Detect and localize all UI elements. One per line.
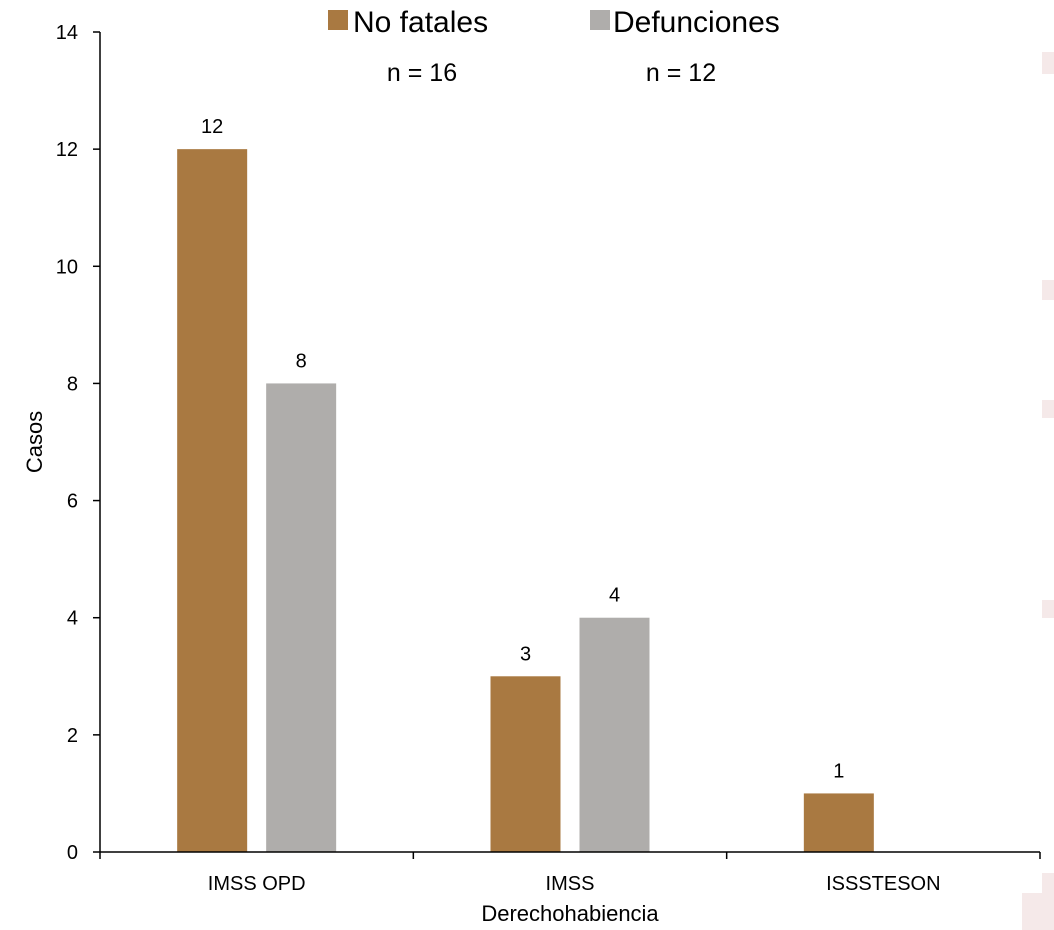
x-category-label: IMSS OPD [208,873,306,895]
y-tick-label: 4 [67,608,78,630]
background-decoration [1022,52,1054,930]
bars [177,149,874,853]
bar-value-label: 12 [201,116,223,138]
series-n-label: n = 12 [646,59,716,87]
y-tick-label: 8 [67,373,78,395]
data-labels: 12 8 3 4 1 [201,116,844,782]
legend-swatch [328,10,348,30]
y-axis-ticks: 0 2 4 6 8 10 12 14 [56,22,100,864]
bar [177,149,248,853]
bar [490,676,561,852]
legend-swatch [590,10,610,30]
x-category-label: IMSS [546,873,595,895]
series-n-label: n = 16 [387,59,457,87]
y-tick-label: 12 [56,139,78,161]
x-axis-categories: IMSS OPD IMSS ISSSTESON [208,873,941,895]
y-tick-label: 0 [67,842,78,864]
bar-value-label: 1 [833,760,844,782]
bar [266,383,337,852]
legend-label: Defunciones [613,6,780,39]
legend: No fatales n = 16 Defunciones n = 12 [328,6,780,87]
y-tick-label: 2 [67,725,78,747]
y-tick-label: 6 [67,491,78,513]
y-axis-title: Casos [22,411,47,473]
x-category-label: ISSSTESON [826,873,940,895]
x-axis-title: Derechohabiencia [481,901,659,926]
y-tick-label: 10 [56,256,78,278]
bar-value-label: 4 [609,585,620,607]
x-axis-ticks [99,852,1041,859]
y-tick-label: 14 [56,22,78,44]
bar [803,793,874,852]
bar-value-label: 3 [520,643,531,665]
bar-value-label: 8 [296,350,307,372]
bar [579,617,650,852]
legend-label: No fatales [353,6,488,39]
